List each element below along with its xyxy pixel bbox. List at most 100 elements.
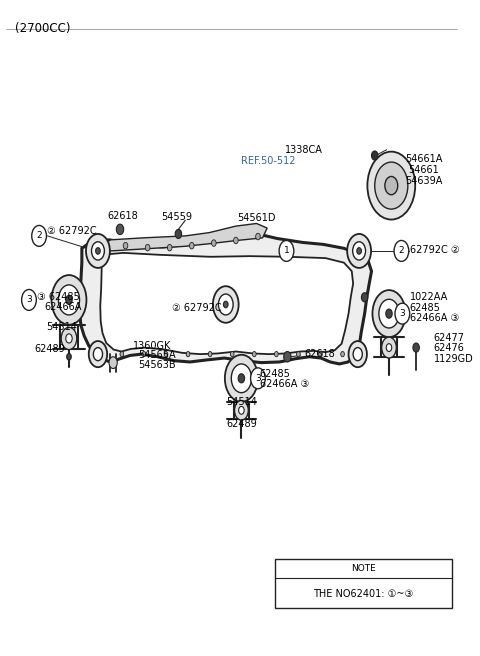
Circle shape [353, 348, 362, 361]
Circle shape [213, 286, 239, 323]
Text: NOTE: NOTE [351, 564, 376, 573]
Circle shape [225, 355, 258, 402]
Circle shape [319, 352, 323, 357]
Circle shape [256, 234, 260, 240]
Circle shape [386, 309, 392, 318]
Text: 3: 3 [26, 295, 32, 304]
Text: 62466A: 62466A [44, 302, 82, 312]
Circle shape [230, 352, 234, 357]
Text: (2700CC): (2700CC) [15, 22, 71, 35]
Text: 62466A ③: 62466A ③ [410, 312, 459, 323]
Circle shape [93, 348, 103, 361]
Text: THE NO62401: ①~③: THE NO62401: ①~③ [313, 589, 414, 599]
Circle shape [22, 289, 36, 310]
Text: 1360GK: 1360GK [133, 340, 172, 351]
Circle shape [116, 224, 124, 235]
Circle shape [61, 327, 77, 350]
Circle shape [297, 352, 300, 357]
Text: ② 62792C: ② 62792C [171, 304, 221, 314]
Circle shape [96, 248, 100, 254]
Polygon shape [80, 232, 372, 364]
Circle shape [109, 357, 117, 369]
Text: 62489: 62489 [226, 419, 257, 429]
Circle shape [123, 243, 128, 249]
Bar [275, 559, 452, 607]
Circle shape [251, 368, 265, 389]
Text: 62477: 62477 [433, 333, 465, 344]
Circle shape [372, 290, 406, 337]
Text: 62489: 62489 [35, 344, 65, 354]
Circle shape [235, 401, 248, 420]
Circle shape [224, 301, 228, 308]
Text: 3: 3 [255, 374, 261, 383]
Circle shape [168, 245, 172, 251]
Circle shape [231, 364, 252, 393]
Circle shape [375, 162, 408, 209]
Circle shape [142, 352, 146, 357]
Circle shape [353, 242, 366, 260]
Text: 3: 3 [399, 309, 405, 318]
Text: 54514: 54514 [46, 321, 77, 332]
Circle shape [238, 374, 245, 383]
Circle shape [164, 352, 168, 357]
Text: 1022AA: 1022AA [410, 293, 448, 302]
Text: 62476: 62476 [433, 343, 465, 353]
Circle shape [59, 285, 80, 315]
Circle shape [386, 344, 392, 352]
Circle shape [361, 293, 368, 302]
Text: 54514: 54514 [226, 397, 257, 407]
Circle shape [186, 352, 190, 357]
Text: 54565A: 54565A [138, 350, 176, 360]
Circle shape [395, 303, 410, 324]
Text: 62792C ②: 62792C ② [410, 245, 459, 255]
Text: 62618: 62618 [107, 211, 138, 221]
Circle shape [367, 152, 415, 220]
Circle shape [212, 240, 216, 247]
Circle shape [86, 234, 110, 268]
Circle shape [175, 230, 181, 239]
Text: REF.50-512: REF.50-512 [241, 155, 296, 166]
Polygon shape [88, 224, 267, 256]
Circle shape [385, 176, 398, 195]
Circle shape [89, 341, 107, 367]
Text: 54561D: 54561D [237, 213, 276, 223]
Text: 1: 1 [284, 247, 289, 255]
Circle shape [413, 343, 420, 352]
Circle shape [145, 245, 150, 251]
Text: 62466A ③: 62466A ③ [260, 379, 309, 388]
Circle shape [208, 352, 212, 357]
Circle shape [66, 334, 72, 343]
Text: 2: 2 [36, 232, 42, 240]
Circle shape [239, 406, 244, 414]
Circle shape [372, 151, 378, 160]
Text: 2: 2 [398, 247, 404, 255]
Circle shape [379, 299, 399, 328]
Circle shape [92, 242, 104, 260]
Circle shape [218, 294, 233, 315]
Circle shape [120, 352, 124, 357]
Text: 54639A: 54639A [406, 176, 443, 186]
Text: ② 62792C: ② 62792C [48, 226, 97, 236]
Circle shape [275, 352, 278, 357]
Text: 62485: 62485 [410, 303, 441, 313]
Circle shape [284, 352, 291, 362]
Circle shape [66, 295, 72, 304]
Circle shape [32, 226, 47, 247]
Circle shape [357, 248, 361, 254]
Circle shape [234, 237, 238, 244]
Circle shape [67, 354, 71, 360]
Circle shape [252, 352, 256, 357]
Text: 54661A: 54661A [406, 154, 443, 165]
Circle shape [51, 275, 86, 325]
Circle shape [341, 352, 344, 357]
Circle shape [347, 234, 371, 268]
Text: 62485: 62485 [260, 369, 291, 379]
Circle shape [279, 241, 294, 261]
Text: 54563B: 54563B [138, 360, 176, 370]
Text: 1129GD: 1129GD [433, 354, 473, 363]
Circle shape [382, 337, 396, 358]
Polygon shape [100, 253, 353, 354]
Text: ③ 62485: ③ 62485 [37, 292, 80, 302]
Circle shape [348, 341, 367, 367]
Circle shape [190, 243, 194, 249]
